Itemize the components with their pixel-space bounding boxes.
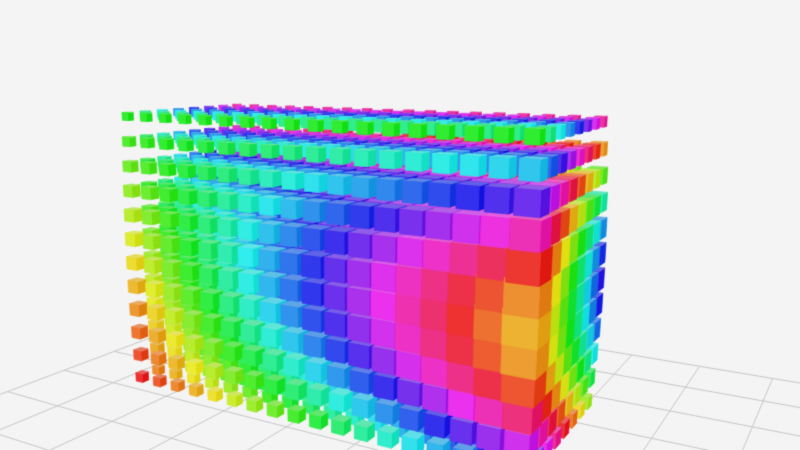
render-viewport: [0, 0, 800, 450]
cube-field-3d-canvas[interactable]: [0, 0, 800, 450]
